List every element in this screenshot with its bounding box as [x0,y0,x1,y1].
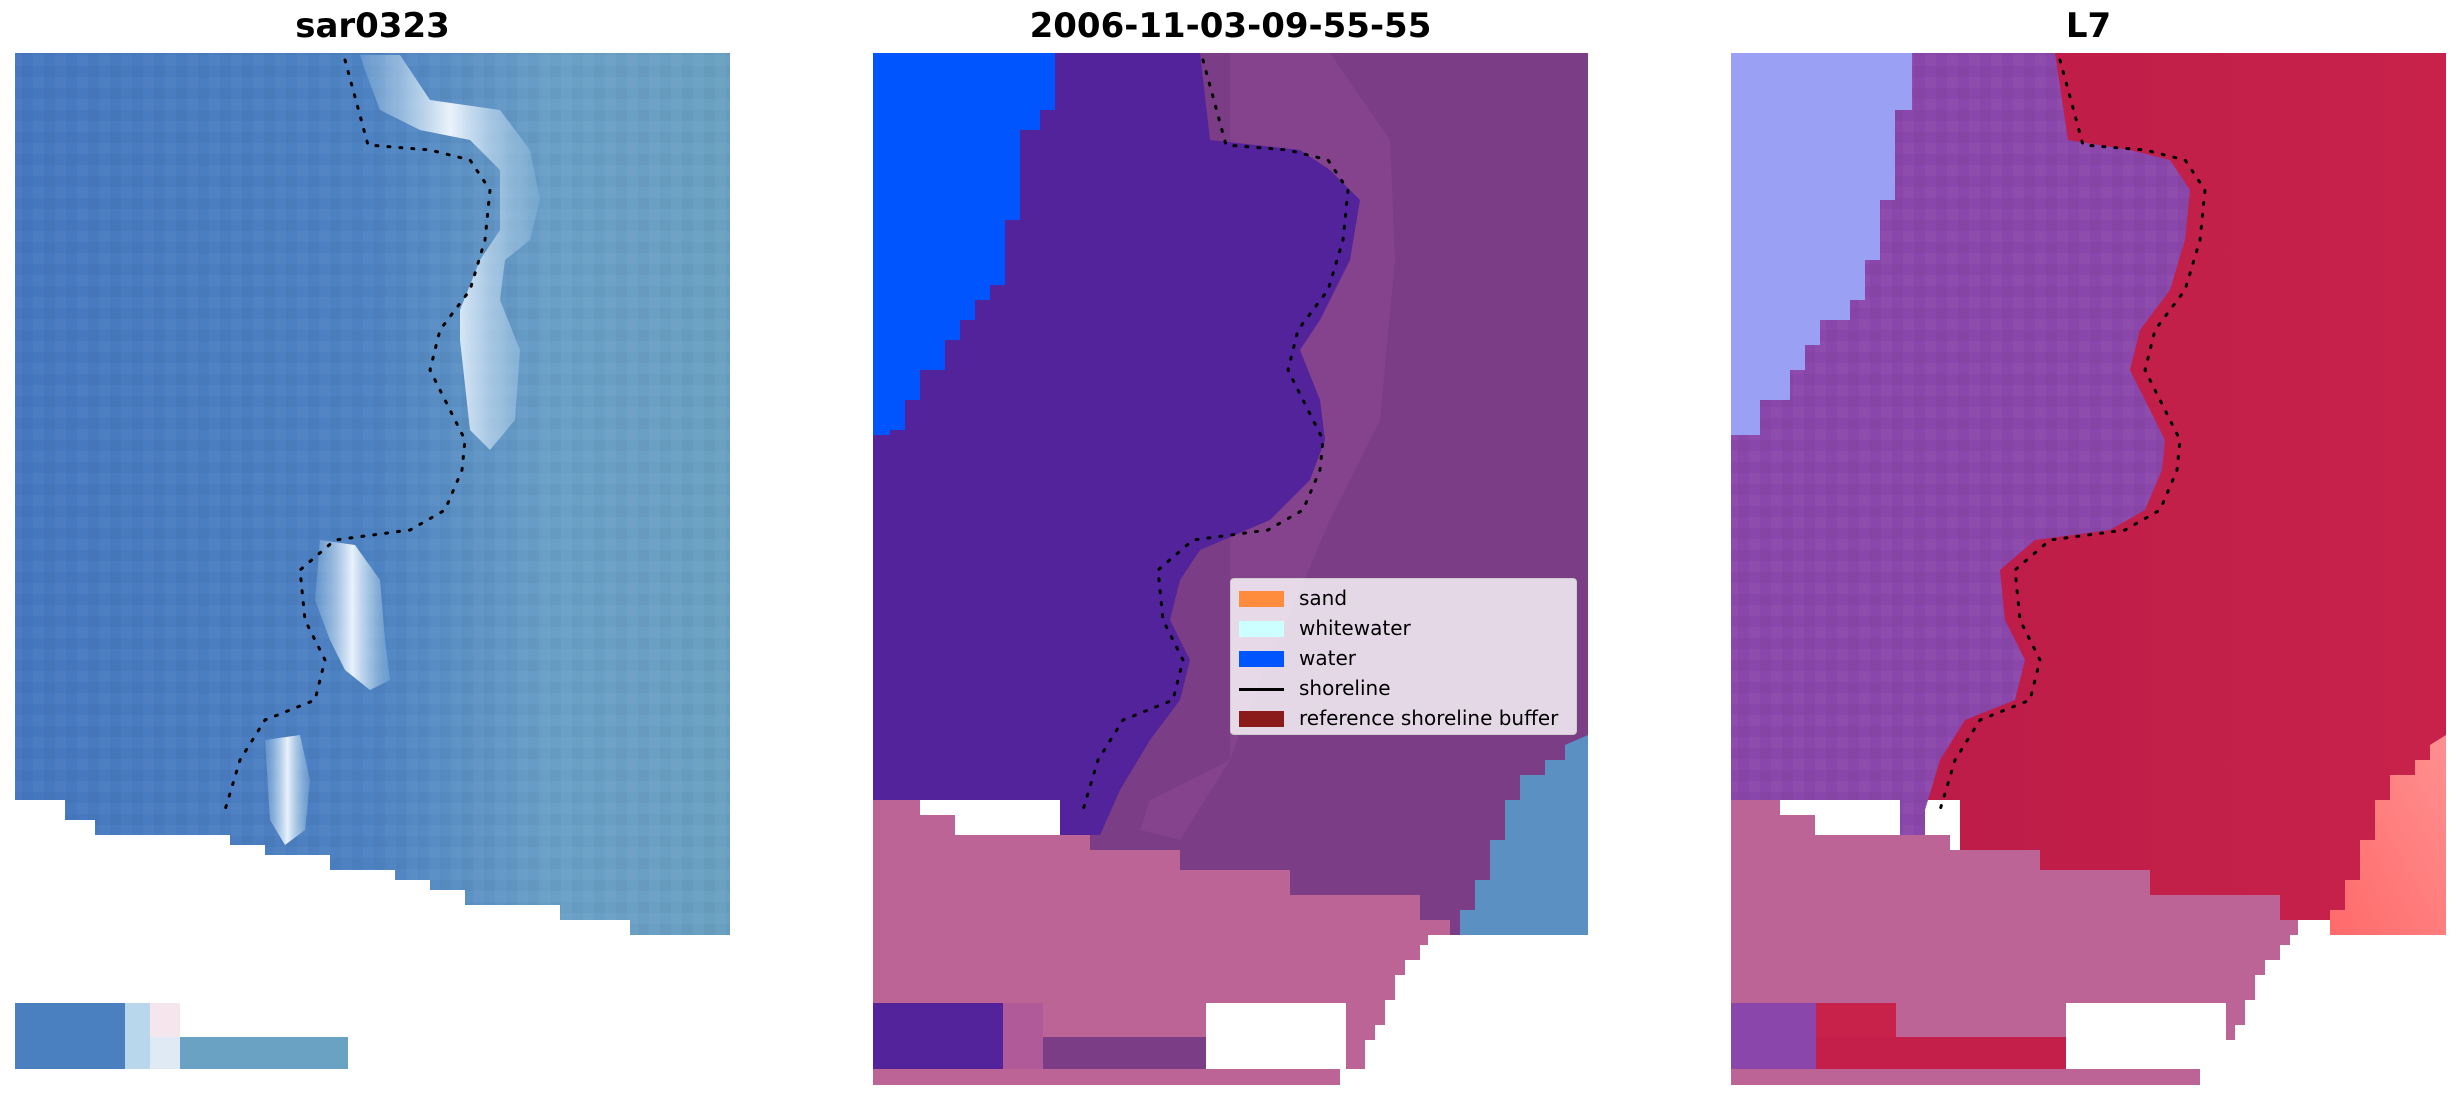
legend-label-whitewater: whitewater [1299,616,1411,640]
legend-item-water: water [1231,644,1576,670]
legend-item-whitewater: whitewater [1231,614,1576,640]
legend-label-shoreline: shoreline [1299,676,1391,700]
whitewater-swatch-icon [1239,621,1284,637]
panel-title-classification: 2006-11-03-09-55-55 [1029,6,1432,46]
buffer-swatch-icon [1239,711,1284,727]
shoreline-classification [1081,58,1350,812]
legend: sand whitewater water shoreline referenc… [1230,578,1577,735]
shoreline-line-icon [1239,688,1284,691]
legend-item-shoreline: shoreline [1231,674,1576,700]
classification-image [873,53,1588,1085]
sand-swatch-icon [1239,591,1284,607]
shoreline-rgb [223,58,492,812]
panel-title-rgb: sar0323 [295,6,450,46]
shoreline-index [1938,58,2207,812]
water-swatch-icon [1239,651,1284,667]
index-image [1731,53,2446,1085]
legend-item-buffer: reference shoreline buffer [1231,704,1576,730]
legend-label-buffer: reference shoreline buffer [1299,706,1559,730]
legend-label-water: water [1299,646,1356,670]
legend-item-sand: sand [1231,584,1576,610]
rgb-image [15,53,730,1069]
panel-title-index: L7 [2065,6,2112,46]
legend-label-sand: sand [1299,586,1348,610]
